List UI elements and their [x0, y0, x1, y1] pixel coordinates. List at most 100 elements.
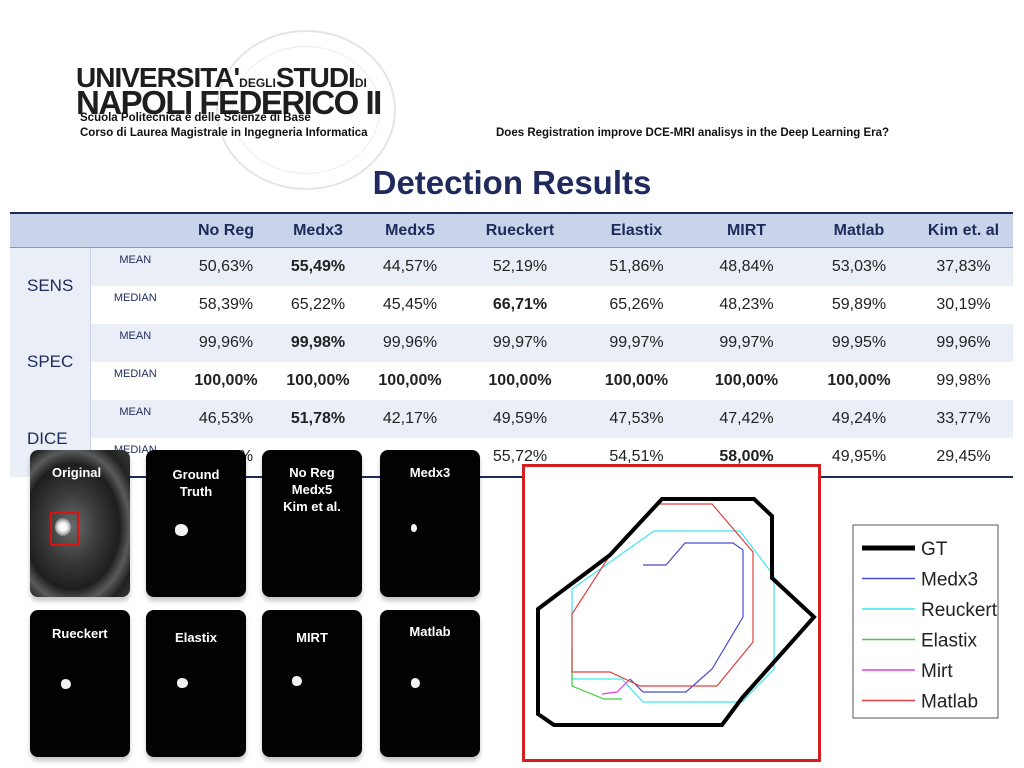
matlab-contour — [571, 503, 754, 687]
tile-label: Matlab — [409, 624, 451, 639]
table-cell: 99,97% — [456, 324, 584, 362]
table-cell: 44,57% — [364, 247, 456, 286]
roi-box — [50, 512, 79, 546]
school-name: Scuola Politecnica e delle Scienze di Ba… — [80, 112, 311, 124]
table-cell: 100,00% — [689, 362, 804, 400]
table-cell: 99,96% — [914, 324, 1013, 362]
table-cell: 65,22% — [272, 286, 364, 324]
tile-label: No Reg Medx5 Kim et al. — [283, 465, 341, 514]
table-cell: 45,45% — [364, 286, 456, 324]
mask — [177, 678, 188, 688]
column-header: MIRT — [689, 212, 804, 248]
medx3-image: Medx3 — [380, 450, 480, 597]
column-header: Kim et. al — [914, 212, 1013, 248]
header-blank — [10, 212, 90, 248]
table-cell: 53,03% — [804, 247, 914, 286]
table-cell: 100,00% — [804, 362, 914, 400]
table-cell: 48,84% — [689, 247, 804, 286]
mask — [61, 679, 71, 689]
table-cell: 49,59% — [456, 400, 584, 438]
original-image: Original — [30, 450, 130, 597]
table-cell: 30,19% — [914, 286, 1013, 324]
column-header: Medx3 — [272, 212, 364, 248]
lesion — [55, 518, 71, 536]
table-cell: 50,63% — [180, 247, 272, 286]
table-cell: 55,49% — [272, 247, 364, 286]
mirt-image: MIRT — [262, 610, 362, 757]
table-row: SPEC MEAN 99,96% 99,98% 99,96% 99,97% 99,97% 99… — [10, 324, 1013, 400]
table-cell: 46,53% — [180, 400, 272, 438]
tile-label: Rueckert — [52, 626, 108, 641]
legend-frame — [852, 524, 999, 719]
mirt-contour — [601, 678, 631, 695]
table-cell: 51,86% — [584, 247, 689, 286]
table-cell: 100,00% — [456, 362, 584, 400]
table-cell: 100,00% — [364, 362, 456, 400]
table-cell: 33,77% — [914, 400, 1013, 438]
table-cell: 47,53% — [584, 400, 689, 438]
tile-label: Elastix — [175, 630, 217, 645]
header-blank — [90, 212, 180, 248]
table-cell: 99,98% — [272, 324, 364, 362]
table-row: MEDIAN 58,39% 65,22% 45,45% 66,71% 65,26% 48,2… — [10, 286, 1013, 324]
stat-label: MEAN — [90, 324, 180, 362]
results-table: No Reg Medx3 Medx5 Rueckert Elastix MIRT… — [10, 212, 1013, 478]
university-seal — [216, 30, 396, 190]
table-cell: 99,96% — [364, 324, 456, 362]
table-cell: 65,26% — [584, 286, 689, 324]
table-cell: 99,97% — [584, 324, 689, 362]
gt-contour — [536, 497, 817, 727]
legend-label: Elastix — [921, 631, 977, 652]
table-cell: 100,00% — [584, 362, 689, 400]
university-logo: UNIVERSITA'DEGLISTUDIDI NAPOLI FEDERICO … — [76, 28, 396, 190]
medx3-contour — [629, 542, 744, 693]
mask — [411, 678, 420, 688]
table-cell: 48,23% — [689, 286, 804, 324]
school-info: Scuola Politecnica e delle Scienze di Ba… — [80, 111, 368, 141]
page-title: Detection Results — [372, 164, 652, 201]
logo-line1: UNIVERSITA'DEGLISTUDIDI — [76, 62, 367, 93]
legend-label: Matlab — [921, 692, 978, 713]
metric-group-label: SPEC — [10, 324, 91, 400]
noreg-image: No Reg Medx5 Kim et al. — [262, 450, 362, 597]
table-cell: 42,17% — [364, 400, 456, 438]
legend-label: Medx3 — [921, 570, 978, 591]
mask — [175, 524, 188, 536]
mask — [411, 524, 417, 532]
metric-group-label: SENS — [10, 247, 91, 324]
table-header-row: No Reg Medx3 Medx5 Rueckert Elastix MIRT… — [10, 212, 1013, 248]
table-cell: 58,39% — [180, 286, 272, 324]
table-row: MEDIAN 100,00% 100,00% 100,00% 100,00% 100,00… — [10, 362, 1013, 400]
ground-truth-image: Ground Truth — [146, 450, 246, 597]
logo-line2: NAPOLI FEDERICO II — [76, 84, 382, 121]
table-cell: 99,97% — [689, 324, 804, 362]
contour-figure — [522, 464, 821, 762]
matlab-image: Matlab — [380, 610, 480, 757]
legend-label: GT — [921, 539, 948, 560]
tile-label: MIRT — [296, 630, 328, 645]
column-header: Matlab — [804, 212, 914, 248]
table-cell: 37,83% — [914, 247, 1013, 286]
table-cell: 100,00% — [180, 362, 272, 400]
table-cell: 66,71% — [456, 286, 584, 324]
rueckert-image: Rueckert — [30, 610, 130, 757]
table-cell: 49,95% — [804, 438, 914, 478]
figure-frame — [522, 464, 821, 762]
stat-label: MEAN — [90, 247, 180, 286]
stat-label: MEAN — [90, 400, 180, 438]
tile-label: Ground Truth — [172, 467, 220, 499]
stat-label: MEDIAN — [90, 286, 180, 324]
tile-label: Medx3 — [409, 465, 451, 480]
mask — [292, 676, 302, 686]
course-name: Corso di Laurea Magistrale in Ingegneria… — [80, 127, 368, 139]
table-row: SENS MEAN 50,63% 55,49% 44,57% 52,19% 51,86% 48… — [10, 247, 1013, 324]
legend-label: Reuckert — [921, 600, 998, 621]
table-cell: 99,96% — [180, 324, 272, 362]
elastix-image: Elastix — [146, 610, 246, 757]
table-cell: 52,19% — [456, 247, 584, 286]
table-cell: 100,00% — [272, 362, 364, 400]
legend-label: Mirt — [921, 661, 953, 682]
table-cell: 59,89% — [804, 286, 914, 324]
column-header: Medx5 — [364, 212, 456, 248]
table-cell: 47,42% — [689, 400, 804, 438]
